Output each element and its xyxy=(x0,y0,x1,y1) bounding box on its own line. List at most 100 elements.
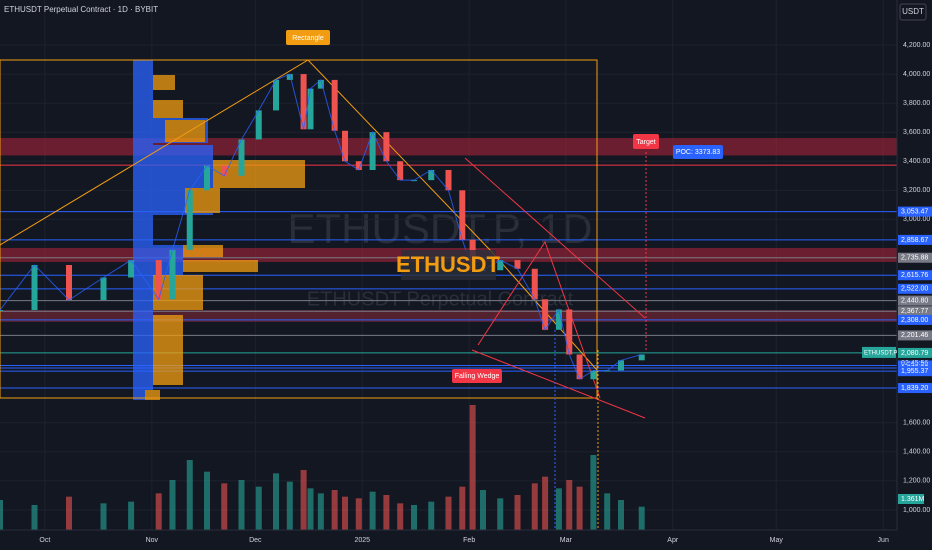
wedge-zigzag xyxy=(477,240,601,399)
volume-bar xyxy=(383,495,390,530)
level-label: 2,080.79 xyxy=(901,350,928,357)
y-tick-label: 1,000.00 xyxy=(903,507,930,514)
volume-bar xyxy=(590,455,597,530)
candle xyxy=(369,132,376,170)
volume-bar xyxy=(342,496,348,530)
level-label: 2,858.67 xyxy=(901,237,928,244)
volume-bar xyxy=(480,490,486,530)
level-label: 2,735.88 xyxy=(901,255,928,262)
level-tag xyxy=(898,314,932,325)
level-label: 2,615.76 xyxy=(901,272,928,279)
volume-bar xyxy=(531,483,538,530)
y-tick-label: 3,800.00 xyxy=(903,100,930,107)
y-tick-label: 1,200.00 xyxy=(903,478,930,485)
level-tag xyxy=(898,206,932,217)
annotation-box xyxy=(286,30,330,45)
candle xyxy=(100,277,107,301)
candle xyxy=(31,265,38,311)
chart-title: ETHUSDT Perpetual Contract · 1D · BYBIT xyxy=(4,5,158,14)
front-layer xyxy=(0,73,645,380)
symbol-label: ETHUSDT xyxy=(396,252,500,277)
volume-bar xyxy=(221,483,228,530)
y-tick-label: 4,200.00 xyxy=(903,42,930,49)
volume-bar xyxy=(66,496,72,530)
level-tag xyxy=(898,252,932,263)
volume-bar xyxy=(204,471,210,530)
candle xyxy=(128,260,135,278)
volume-tag xyxy=(898,494,924,504)
candle xyxy=(186,190,193,250)
candle xyxy=(497,260,504,271)
currency-button[interactable] xyxy=(899,3,927,21)
volume-bar xyxy=(128,501,135,530)
annotation: Falling Wedge xyxy=(455,373,500,380)
watermark-subtitle: ETHUSDT Perpetual Contract xyxy=(307,288,574,310)
level-tag xyxy=(898,270,932,281)
level-label: 2,201.46 xyxy=(901,332,928,339)
candle xyxy=(273,79,279,111)
level-label: 1,955.37 xyxy=(901,368,928,375)
time-axis xyxy=(0,530,932,550)
watermark: ETHUSDT.P, 1D ETHUSDT Perpetual Contract xyxy=(288,205,593,310)
candle xyxy=(307,88,314,130)
level-tag xyxy=(898,306,932,317)
level-tag xyxy=(898,283,932,294)
rectangle-pattern xyxy=(0,59,598,399)
zone xyxy=(0,310,897,322)
volume-bar xyxy=(566,480,573,530)
volume-bar xyxy=(331,490,338,530)
level-label: 2,440.80 xyxy=(901,297,928,304)
candle xyxy=(255,110,262,140)
candle xyxy=(459,190,466,240)
volume-bar xyxy=(355,498,362,530)
volume-bar xyxy=(542,476,549,530)
candle xyxy=(204,165,210,191)
volume-bar xyxy=(604,493,611,530)
volume-label: 1.361M xyxy=(901,496,925,503)
level-label: 2,308.00 xyxy=(901,317,928,324)
watermark-text: ETHUSDT.P, 1D xyxy=(288,205,593,252)
candle xyxy=(238,139,245,176)
level-tag xyxy=(898,295,932,306)
level-tag xyxy=(898,347,932,358)
x-tick-label: Feb xyxy=(463,537,475,544)
candle xyxy=(531,268,538,300)
volume-bar xyxy=(618,500,624,530)
wedge-upper xyxy=(464,157,646,319)
annotation-box xyxy=(452,369,502,383)
volume-bar xyxy=(428,501,435,530)
candle xyxy=(618,360,624,371)
x-tick-label: Nov xyxy=(146,537,159,544)
level-tag xyxy=(898,383,932,394)
close-line xyxy=(0,73,642,380)
x-tick-label: Oct xyxy=(39,537,50,544)
candle xyxy=(342,130,348,162)
level-tag xyxy=(898,330,932,341)
volume-bar xyxy=(638,506,645,530)
annotation-box xyxy=(633,134,659,149)
volume-bar xyxy=(169,480,176,530)
volume-bar xyxy=(255,486,262,530)
candle xyxy=(169,249,176,300)
level-label: 1,839.20 xyxy=(901,385,928,392)
candle xyxy=(445,169,452,191)
annotation-box xyxy=(673,145,723,159)
volume-bar xyxy=(300,470,307,530)
x-tick-label: Apr xyxy=(667,537,679,544)
x-tick-label: Mar xyxy=(560,537,573,544)
level-tag xyxy=(898,234,932,245)
volume-bar xyxy=(514,495,521,530)
x-tick-label: 2025 xyxy=(354,537,370,544)
volume-bar xyxy=(411,505,417,530)
candle xyxy=(576,354,583,380)
candle xyxy=(355,161,362,170)
volume-bar xyxy=(155,493,162,530)
candle xyxy=(555,309,562,330)
candle xyxy=(428,169,435,181)
back-layer xyxy=(0,0,897,530)
volume-bar xyxy=(469,405,476,530)
candle xyxy=(542,299,549,330)
annotation: POC: 3373.83 xyxy=(676,149,720,156)
x-tick-label: Dec xyxy=(249,537,262,544)
